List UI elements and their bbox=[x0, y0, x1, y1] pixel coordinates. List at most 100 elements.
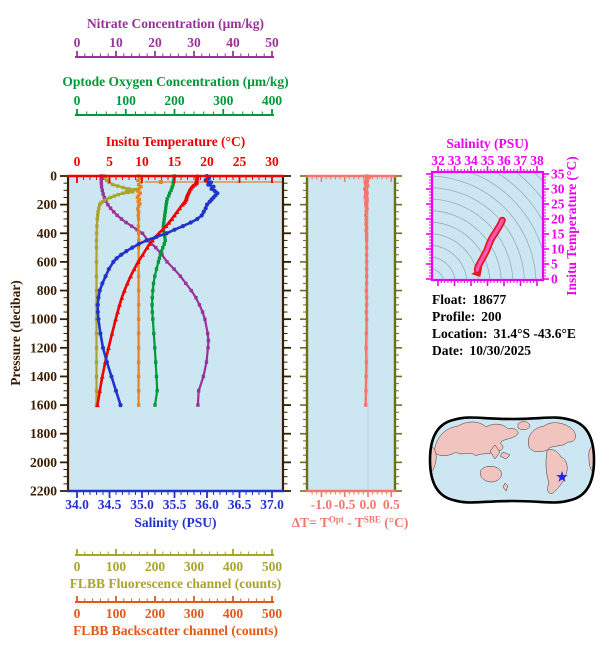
tick-label: 37.0 bbox=[260, 497, 284, 512]
world-map bbox=[428, 416, 596, 504]
salinity-axis: 34.0 34.5 35.0 35.5 36.0 36.5 37.0 Salinity (PS… bbox=[65, 489, 284, 530]
tick-label: 30 bbox=[551, 182, 565, 197]
tick-label: 100 bbox=[106, 606, 127, 621]
tick-label: 200 bbox=[164, 93, 185, 108]
tick-label: 35.5 bbox=[163, 497, 187, 512]
profile-series bbox=[94, 173, 283, 408]
tick-label: 33 bbox=[448, 153, 462, 168]
tick-label: 40 bbox=[226, 35, 240, 50]
tick-label: 400 bbox=[262, 93, 283, 108]
fluorescence-axis-title: FLBB Fluorescence channel (counts) bbox=[70, 576, 282, 591]
tick-label: 25 bbox=[233, 154, 247, 169]
tick-label: 35 bbox=[481, 153, 495, 168]
tick-label: 32 bbox=[431, 153, 445, 168]
tick-label: 38 bbox=[530, 153, 544, 168]
tick-label: 0 bbox=[74, 154, 81, 169]
ts-salinity-title: Salinity (PSU) bbox=[446, 136, 528, 151]
tick-label: 20 bbox=[200, 154, 214, 169]
tick-label: 20 bbox=[551, 212, 565, 227]
tick-label: 0.5 bbox=[383, 497, 400, 512]
tick-label: 50 bbox=[265, 35, 279, 50]
tick-label: 0 bbox=[551, 272, 558, 287]
salinity-axis-title: Salinity (PSU) bbox=[134, 515, 216, 530]
tick-label: 500 bbox=[262, 559, 283, 574]
float-label: Float: bbox=[432, 292, 467, 307]
tick-label: 25 bbox=[551, 197, 565, 212]
pressure-tick-label: 1400 bbox=[30, 369, 57, 384]
fluorescence-axis: 0 100 200 300 400 500 FLBB Fluorescence channe… bbox=[70, 549, 283, 591]
delta-t-axis-title: ΔT= TOpt - TSBE (°C) bbox=[292, 515, 409, 531]
ts-temperature-title-text: Insitu Temperature (°C) bbox=[564, 156, 579, 295]
date-value: 10/30/2025 bbox=[469, 343, 531, 358]
float-info-line: Profile: 200 bbox=[432, 308, 608, 325]
tick-label: 36.0 bbox=[195, 497, 219, 512]
float-info-line: Location: 31.4°S -43.6°E bbox=[432, 325, 608, 342]
tick-label: 100 bbox=[116, 93, 137, 108]
tick-label: 200 bbox=[145, 606, 166, 621]
float-value: 18677 bbox=[472, 292, 507, 307]
tick-label: 100 bbox=[106, 559, 127, 574]
backscatter-axis: 0 100 200 300 400 500 FLBB Backscatter channel… bbox=[73, 596, 282, 638]
tick-label: 30 bbox=[187, 35, 201, 50]
tick-label: 300 bbox=[184, 606, 205, 621]
tick-label: 0 bbox=[74, 559, 81, 574]
pressure-tick-label: 2200 bbox=[30, 484, 57, 499]
tick-label: 400 bbox=[223, 559, 244, 574]
tick-label: 34.5 bbox=[98, 497, 122, 512]
backscatter-axis-title: FLBB Backscatter channel (counts) bbox=[73, 623, 278, 638]
float-location-star bbox=[556, 471, 568, 482]
ts-temperature-title: Insitu Temperature (°C) bbox=[564, 156, 579, 295]
pressure-tick-label: 1600 bbox=[30, 398, 57, 413]
pressure-tick-label: 400 bbox=[37, 226, 58, 241]
pressure-tick-label: 600 bbox=[37, 254, 58, 269]
tick-label: 15 bbox=[168, 154, 182, 169]
tick-label: 15 bbox=[551, 227, 565, 242]
tick-label: 200 bbox=[145, 559, 166, 574]
tick-label: 500 bbox=[262, 606, 283, 621]
tick-label: 0 bbox=[74, 35, 81, 50]
tick-label: 10 bbox=[109, 35, 123, 50]
tick-label: 0 bbox=[74, 93, 81, 108]
tick-label: 36.5 bbox=[228, 497, 252, 512]
tick-label: 0.0 bbox=[360, 497, 377, 512]
float-info: Float: 18677 Profile: 200 Location: 31.4°S … bbox=[432, 291, 608, 359]
delta-t-panel: -1.0 -0.5 0.0 0.5 ΔT= TOpt - TSBE (°C) bbox=[292, 174, 409, 531]
series-delta-t bbox=[363, 174, 372, 407]
tick-label: 5 bbox=[551, 257, 558, 272]
tick-label: 10 bbox=[135, 154, 149, 169]
location-label: Location: bbox=[432, 326, 488, 341]
tick-label: -1.0 bbox=[311, 497, 333, 512]
tick-label: 400 bbox=[223, 606, 244, 621]
oxygen-axis-title: Optode Oxygen Concentration (μm/kg) bbox=[62, 74, 288, 89]
date-label: Date: bbox=[432, 343, 464, 358]
float-info-line: Date: 10/30/2025 bbox=[432, 342, 608, 359]
pressure-axis-title-text: Pressure (decibar) bbox=[8, 280, 23, 386]
series-oxygen bbox=[150, 174, 177, 407]
tick-label: 300 bbox=[213, 93, 234, 108]
nitrate-axis-title: Nitrate Concentration (μm/kg) bbox=[87, 16, 264, 31]
pressure-tick-label: 200 bbox=[37, 197, 58, 212]
tick-label: 34 bbox=[464, 153, 478, 168]
series-salinity bbox=[95, 173, 220, 408]
tick-label: -0.5 bbox=[334, 497, 356, 512]
tick-label: 5 bbox=[106, 154, 113, 169]
pressure-tick-label: 800 bbox=[37, 283, 58, 298]
pressure-tick-label: 2000 bbox=[30, 455, 57, 470]
tick-label: 37 bbox=[514, 153, 528, 168]
tick-label: 34.0 bbox=[65, 497, 89, 512]
tick-label: 30 bbox=[265, 154, 279, 169]
series-temperature bbox=[95, 173, 200, 408]
location-value: 31.4°S -43.6°E bbox=[493, 326, 576, 341]
tick-label: 35.0 bbox=[130, 497, 154, 512]
tick-label: 20 bbox=[148, 35, 162, 50]
tick-label: 36 bbox=[497, 153, 511, 168]
pressure-tick-label: 0 bbox=[50, 169, 57, 184]
oxygen-axis: 0 100 200 300 400 Optode Oxygen Concentration… bbox=[62, 74, 289, 116]
profile-value: 200 bbox=[481, 309, 502, 324]
float-info-line: Float: 18677 bbox=[432, 291, 608, 308]
pressure-axis-title: Pressure (decibar) bbox=[8, 280, 23, 386]
